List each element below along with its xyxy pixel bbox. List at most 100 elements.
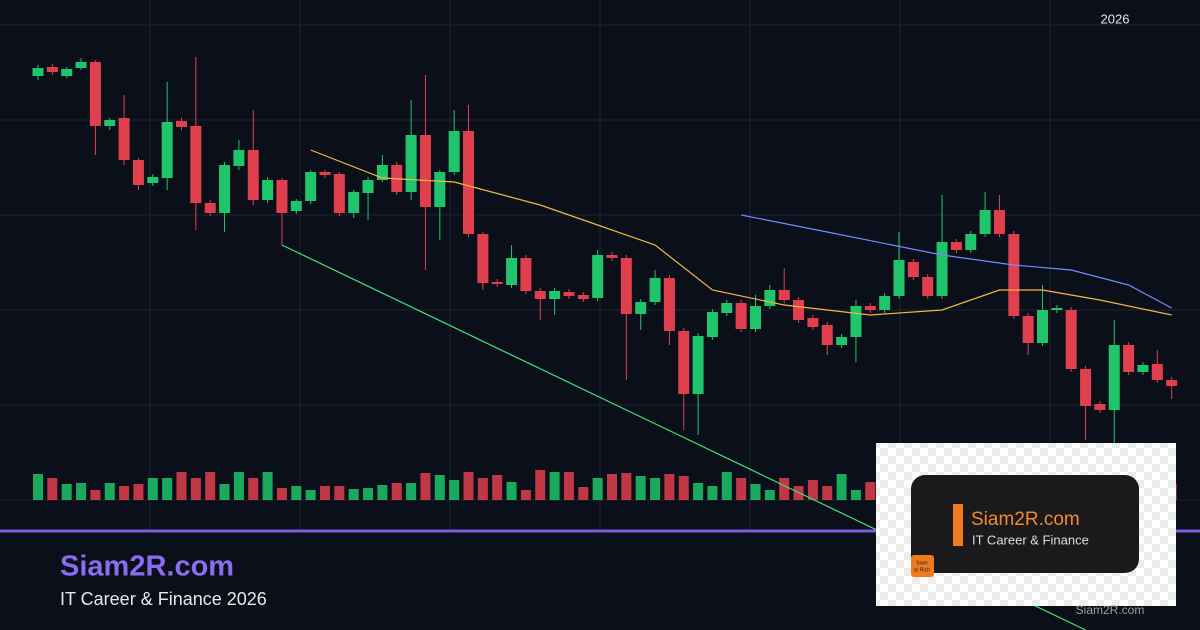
candle-body xyxy=(434,172,446,207)
candle-body xyxy=(649,278,661,302)
volume-bar xyxy=(219,484,230,500)
candle-body xyxy=(1137,365,1149,372)
brand-subtitle: IT Career & Finance 2026 xyxy=(60,589,267,609)
volume-bar xyxy=(391,483,402,500)
volume-bar xyxy=(76,483,87,500)
volume-bar xyxy=(104,483,115,500)
candle-body xyxy=(204,203,216,213)
candle-body xyxy=(778,290,790,300)
candle-body xyxy=(348,192,360,213)
candle-body xyxy=(305,172,317,201)
volume-bar xyxy=(736,478,747,500)
candle-body xyxy=(1065,310,1077,369)
candle-body xyxy=(190,126,202,203)
candle-body xyxy=(448,131,460,172)
candle-body xyxy=(793,300,805,320)
candle-body xyxy=(161,122,173,178)
volume-bar xyxy=(592,478,603,500)
candle-body xyxy=(577,295,589,299)
volume-bar xyxy=(334,486,345,500)
volume-bar xyxy=(836,474,847,500)
volume-bar xyxy=(449,480,460,500)
candle-body xyxy=(850,306,862,337)
candle-body xyxy=(922,277,934,296)
candle-body xyxy=(807,318,819,327)
volume-bar xyxy=(363,488,374,500)
candle-body xyxy=(549,291,561,299)
candle-body xyxy=(46,67,58,72)
candle-body xyxy=(491,282,503,284)
candle-body xyxy=(1008,234,1020,316)
candle-body xyxy=(692,336,704,394)
candle-body xyxy=(89,62,101,126)
candle-body xyxy=(965,234,977,250)
candle-body xyxy=(276,180,288,213)
candle-body xyxy=(635,302,647,314)
volume-bar xyxy=(233,472,244,500)
brand-title: Siam2R.com xyxy=(60,551,234,583)
volume-bar xyxy=(205,472,216,500)
candle-body xyxy=(506,258,518,285)
volume-bar xyxy=(61,484,72,500)
volume-bar xyxy=(276,488,287,500)
volume-bar xyxy=(190,478,201,500)
volume-bar xyxy=(621,473,632,500)
candle-body xyxy=(1080,369,1092,406)
watermark: Siam2R.com xyxy=(1076,603,1145,617)
candle-body xyxy=(1037,310,1048,343)
candle-body xyxy=(706,312,718,337)
candle-body xyxy=(219,165,231,213)
candle-body xyxy=(534,291,546,299)
volume-bar xyxy=(664,474,675,500)
candle-body xyxy=(721,303,733,313)
volume-bar xyxy=(420,473,431,500)
volume-bar xyxy=(434,475,445,500)
candle-body xyxy=(118,118,130,160)
volume-bar xyxy=(248,478,259,500)
candle-body xyxy=(1022,316,1034,343)
logo-subtitle: IT Career & Finance xyxy=(972,532,1089,547)
volume-bar xyxy=(520,490,531,500)
volume-bar xyxy=(549,472,560,500)
candle-body xyxy=(836,337,848,345)
candle-body xyxy=(864,306,876,310)
volume-bar xyxy=(133,484,144,500)
candle-body xyxy=(663,278,675,331)
volume-bar xyxy=(764,490,775,500)
volume-bar xyxy=(506,482,517,500)
candle-body xyxy=(764,290,776,306)
volume-bar xyxy=(377,485,388,500)
volume-bar xyxy=(492,475,503,500)
candle-body xyxy=(376,165,388,180)
volume-bar xyxy=(865,482,876,500)
candle-body xyxy=(362,180,374,193)
candle-body xyxy=(1108,345,1120,410)
indicator-line xyxy=(310,149,1172,316)
candle-body xyxy=(132,160,144,185)
logo-title: Siam2R.com xyxy=(971,509,1080,530)
volume-bar xyxy=(650,478,661,500)
volume-bar xyxy=(707,486,718,500)
volume-bar xyxy=(607,474,617,500)
candle-body xyxy=(290,201,302,211)
year-label: 2026 xyxy=(1101,11,1130,26)
candle-body xyxy=(735,303,747,329)
volume-bar xyxy=(119,486,130,500)
candle-body xyxy=(61,69,73,76)
candle-body xyxy=(678,331,690,394)
volume-bar xyxy=(693,483,704,500)
candle-body xyxy=(262,180,274,200)
volume-bar xyxy=(47,478,58,500)
candle-body xyxy=(1151,364,1163,380)
candle-body xyxy=(176,121,187,127)
volume-bar xyxy=(578,487,589,500)
volume-bar xyxy=(850,490,861,500)
volume-bar xyxy=(262,472,273,500)
volume-bar xyxy=(779,478,790,500)
volume-bar xyxy=(176,472,187,500)
volume-bar xyxy=(750,484,761,500)
volume-bar xyxy=(291,486,302,500)
volume-bar xyxy=(348,489,359,500)
candle-body xyxy=(879,296,891,310)
